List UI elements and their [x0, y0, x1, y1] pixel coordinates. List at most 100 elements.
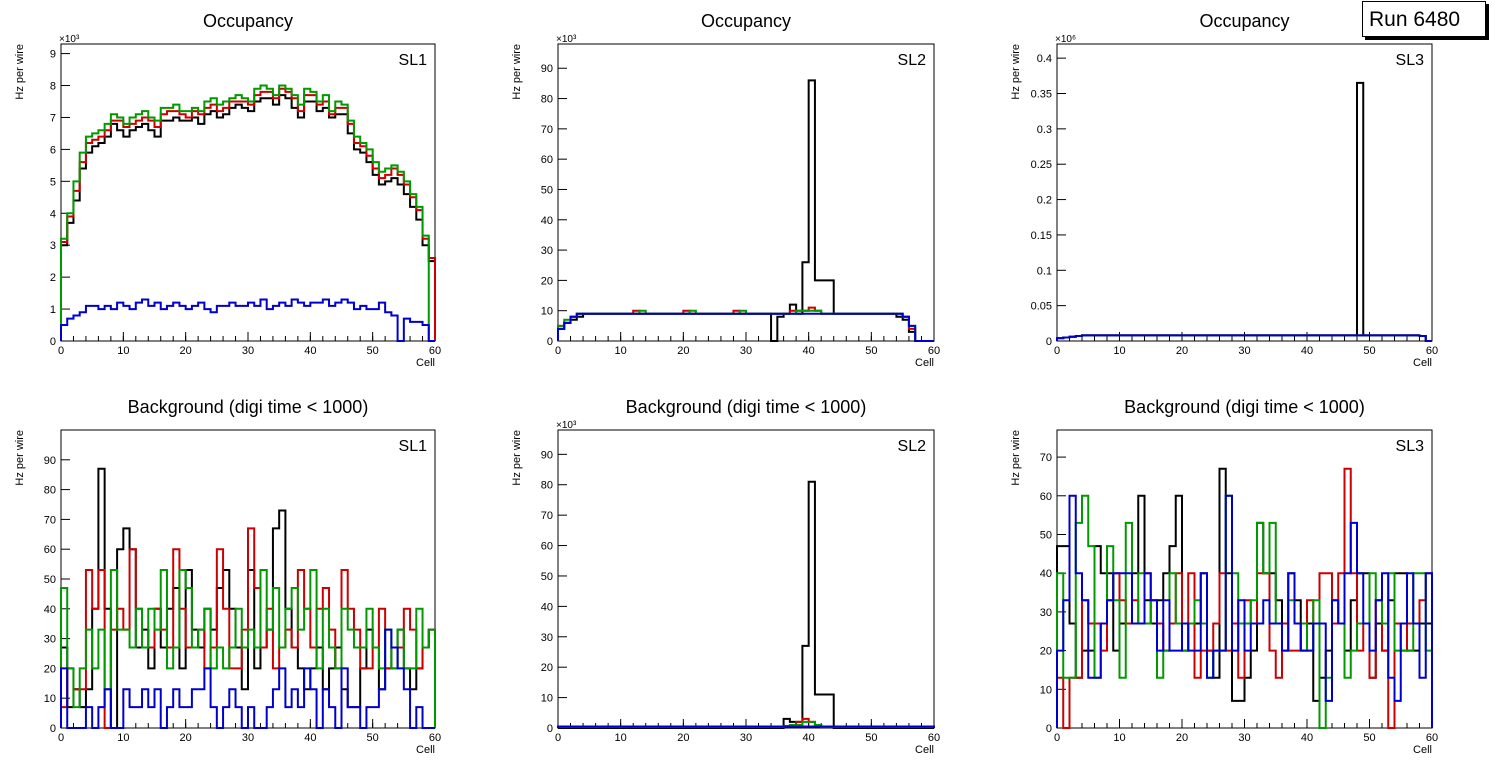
- y-axis-label: Hz per wire: [14, 430, 26, 486]
- y-tick-label: 0.4: [1037, 53, 1052, 65]
- chart-title: Occupancy: [1199, 11, 1289, 31]
- x-tick-label: 30: [740, 732, 752, 744]
- series-blue: [1056, 494, 1433, 728]
- y-tick-label: 10: [1040, 684, 1052, 696]
- y-tick-label: 70: [541, 510, 553, 522]
- y-tick-label: 0: [547, 723, 553, 735]
- x-axis-label: Cell: [915, 744, 934, 756]
- x-tick-label: 40: [803, 345, 815, 357]
- superlayer-label: SL1: [399, 438, 428, 455]
- y-tick-label: 0.25: [1031, 159, 1052, 171]
- x-axis-label: Cell: [416, 744, 435, 756]
- x-axis-label: Cell: [1413, 744, 1432, 756]
- x-axis-label: Cell: [416, 357, 435, 369]
- x-tick-label: 40: [1301, 345, 1313, 357]
- x-tick-label: 0: [1054, 732, 1060, 744]
- y-tick-label: 80: [44, 485, 56, 497]
- chart-panel-3: Occupancy SL3 Cell Hz per wire ×10⁶ 0 10 20 30 40…: [1010, 11, 1438, 369]
- y-tick-label: 60: [541, 154, 553, 166]
- x-tick-label: 0: [58, 345, 64, 357]
- x-tick-label: 50: [865, 345, 877, 357]
- run-label-box: Run 6480: [1362, 1, 1486, 37]
- y-tick-label: 4: [50, 208, 56, 220]
- x-tick-label: 40: [803, 732, 815, 744]
- x-tick-label: 50: [367, 345, 379, 357]
- series-black: [1056, 81, 1432, 342]
- series-black: [558, 480, 934, 729]
- y-tick-label: 20: [541, 275, 553, 287]
- y-tick-label: 0.15: [1031, 230, 1052, 242]
- x-tick-label: 0: [1054, 345, 1060, 357]
- y-tick-label: 70: [541, 124, 553, 136]
- y-tick-label: 30: [44, 634, 56, 646]
- y-tick-label: 50: [44, 574, 56, 586]
- x-tick-label: 50: [367, 732, 379, 744]
- y-tick-label: 80: [541, 94, 553, 106]
- y-tick-label: 5: [50, 176, 56, 188]
- chart-title: Background (digi time < 1000): [626, 397, 867, 417]
- chart-panel-2: Occupancy SL2 Cell Hz per wire ×10³ 0 10 20 30 40…: [511, 11, 940, 369]
- y-tick-label: 0.1: [1037, 265, 1052, 277]
- y-tick-label: 20: [541, 662, 553, 674]
- axis-multiplier: ×10⁶: [1055, 34, 1076, 45]
- series-blue: [60, 628, 435, 729]
- x-tick-label: 10: [1113, 732, 1125, 744]
- y-tick-label: 20: [44, 663, 56, 675]
- x-tick-label: 60: [928, 732, 940, 744]
- series-blue: [60, 298, 435, 342]
- chart-panel-5: Background (digi time < 1000) SL2 Cell Hz p…: [511, 397, 940, 756]
- y-tick-label: 70: [44, 514, 56, 526]
- series-green: [60, 569, 436, 728]
- y-tick-label: 10: [541, 693, 553, 705]
- y-tick-label: 80: [541, 480, 553, 492]
- x-tick-label: 50: [865, 732, 877, 744]
- y-tick-label: 1: [50, 304, 56, 316]
- y-tick-label: 40: [1040, 568, 1052, 580]
- x-tick-label: 10: [1113, 345, 1125, 357]
- y-tick-label: 0.3: [1037, 124, 1052, 136]
- y-tick-label: 0: [1046, 723, 1052, 735]
- x-tick-label: 30: [1238, 732, 1250, 744]
- y-tick-label: 50: [1040, 529, 1052, 541]
- y-tick-label: 50: [541, 184, 553, 196]
- series-green: [60, 84, 435, 342]
- y-tick-label: 6: [50, 144, 56, 156]
- y-tick-label: 60: [44, 544, 56, 556]
- x-axis-label: Cell: [915, 357, 934, 369]
- x-tick-label: 40: [304, 345, 316, 357]
- series-red: [60, 527, 436, 729]
- series-black: [1056, 467, 1433, 728]
- x-tick-label: 60: [928, 345, 940, 357]
- x-tick-label: 60: [1426, 345, 1438, 357]
- superlayer-label: SL1: [399, 52, 428, 69]
- y-tick-label: 20: [1040, 646, 1052, 658]
- superlayer-label: SL3: [1396, 438, 1425, 455]
- y-tick-label: 10: [44, 693, 56, 705]
- x-tick-label: 60: [429, 732, 441, 744]
- run-label: Run 6480: [1369, 8, 1461, 31]
- y-axis-label: Hz per wire: [511, 44, 523, 100]
- plot-frame: [557, 43, 935, 342]
- x-tick-label: 0: [555, 345, 561, 357]
- x-tick-label: 50: [1363, 732, 1375, 744]
- x-tick-label: 30: [740, 345, 752, 357]
- chart-title: Occupancy: [701, 11, 791, 31]
- x-tick-label: 20: [677, 732, 689, 744]
- x-tick-label: 40: [1301, 732, 1313, 744]
- y-axis-label: Hz per wire: [511, 430, 523, 486]
- x-tick-label: 10: [117, 732, 129, 744]
- y-tick-label: 60: [541, 541, 553, 553]
- y-tick-label: 30: [1040, 607, 1052, 619]
- y-tick-label: 0.2: [1037, 195, 1052, 207]
- series-blue: [557, 725, 935, 728]
- series-blue: [557, 312, 934, 342]
- y-tick-label: 0.35: [1031, 89, 1052, 101]
- x-tick-label: 20: [677, 345, 689, 357]
- y-tick-label: 40: [44, 604, 56, 616]
- chart-panel-4: Background (digi time < 1000) SL1 Cell Hz p…: [14, 397, 441, 756]
- y-tick-label: 3: [50, 240, 56, 252]
- x-tick-label: 10: [615, 345, 627, 357]
- x-tick-label: 20: [1176, 732, 1188, 744]
- x-tick-label: 20: [180, 345, 192, 357]
